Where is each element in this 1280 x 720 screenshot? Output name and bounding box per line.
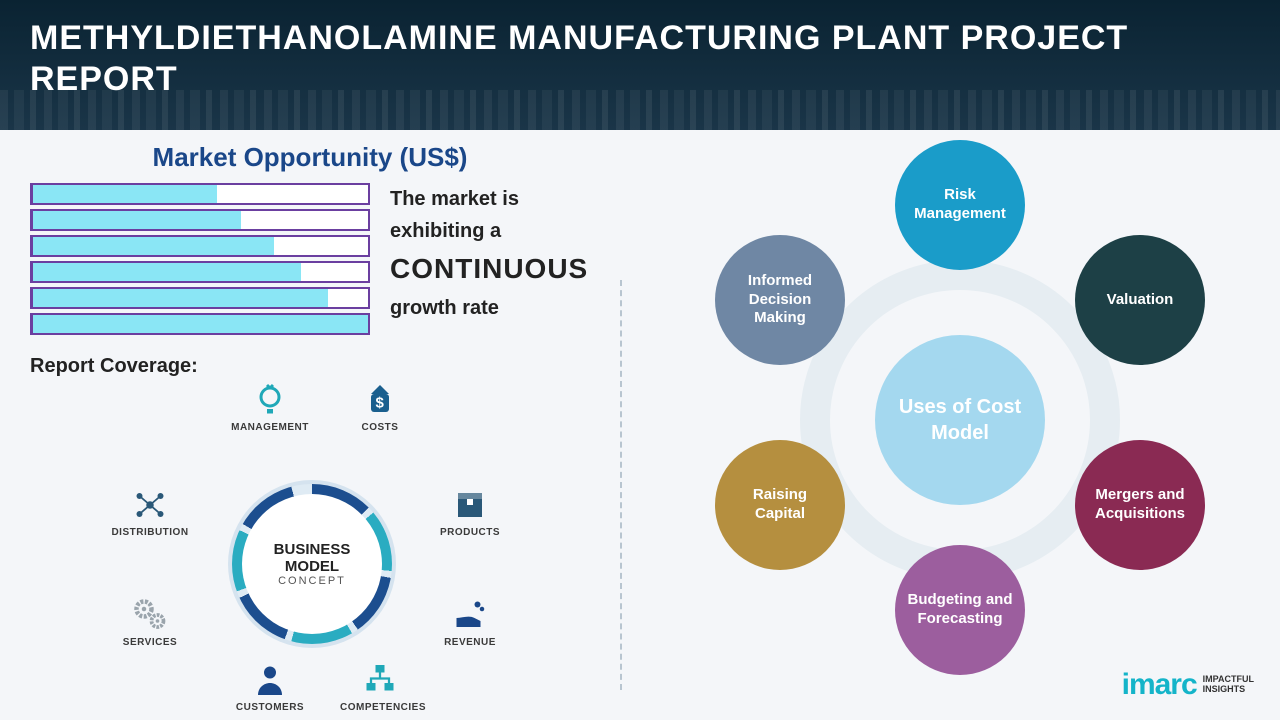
coverage-item-customers: CUSTOMERS <box>230 662 310 713</box>
bar-fill <box>33 211 241 229</box>
bar-row <box>30 261 370 283</box>
cost-node: Valuation <box>1075 235 1205 365</box>
bar-row <box>30 287 370 309</box>
growth-line2: growth rate <box>390 297 499 319</box>
bar-fill <box>33 289 328 307</box>
bar-row <box>30 209 370 231</box>
market-bar-chart <box>30 183 370 339</box>
bar-row <box>30 313 370 335</box>
business-model-center: BUSINESS MODEL CONCEPT <box>242 494 382 634</box>
cost-node: Budgeting and Forecasting <box>895 545 1025 675</box>
business-model-diagram: BUSINESS MODEL CONCEPT MANAGEMENT $COSTS P… <box>30 372 590 692</box>
report-title: METHYLDIETHANOLAMINE MANUFACTURING PLANT… <box>30 18 1250 100</box>
cost-node: Informed Decision Making <box>715 235 845 365</box>
bm-center-sub: CONCEPT <box>278 575 346 587</box>
coverage-item-management: MANAGEMENT <box>230 382 310 433</box>
bar-fill <box>33 315 368 333</box>
radial-center-label: Uses of Cost Model <box>875 394 1045 446</box>
report-header: METHYLDIETHANOLAMINE MANUFACTURING PLANT… <box>0 0 1280 130</box>
bar-row <box>30 183 370 205</box>
coverage-item-revenue: REVENUE <box>430 597 510 648</box>
bar-fill <box>33 263 301 281</box>
cost-node: Raising Capital <box>715 440 845 570</box>
right-panel: Uses of Cost Model Risk Management Valuat… <box>620 130 1280 720</box>
cost-model-radial: Uses of Cost Model Risk Management Valuat… <box>680 140 1240 700</box>
coverage-item-distribution: DISTRIBUTION <box>110 487 190 538</box>
logo-name: imarc <box>1122 668 1197 702</box>
radial-center: Uses of Cost Model <box>875 335 1045 505</box>
coverage-item-products: PRODUCTS <box>430 487 510 538</box>
svg-text:$: $ <box>375 395 384 412</box>
brand-logo: imarc IMPACTFUL INSIGHTS <box>1122 668 1254 702</box>
bar-fill <box>33 237 274 255</box>
growth-text: The market is exhibiting a CONTINUOUS gr… <box>390 183 590 339</box>
coverage-item-costs: $COSTS <box>340 382 420 433</box>
content-area: Market Opportunity (US$) The market is e… <box>0 130 1280 720</box>
left-panel: Market Opportunity (US$) The market is e… <box>0 130 620 720</box>
skyline-decoration <box>0 90 1280 130</box>
cost-node: Risk Management <box>895 140 1025 270</box>
logo-tagline: IMPACTFUL INSIGHTS <box>1203 675 1254 695</box>
growth-big: CONTINUOUS <box>390 253 588 284</box>
coverage-item-services: SERVICES <box>110 597 190 648</box>
market-opportunity-title: Market Opportunity (US$) <box>30 142 590 173</box>
bm-center-line1: BUSINESS <box>274 541 351 558</box>
bar-row <box>30 235 370 257</box>
coverage-item-competencies: COMPETENCIES <box>340 662 420 713</box>
bm-center-line2: MODEL <box>285 558 339 575</box>
growth-line1: The market is exhibiting a <box>390 188 519 242</box>
cost-node: Mergers and Acquisitions <box>1075 440 1205 570</box>
bar-fill <box>33 185 217 203</box>
